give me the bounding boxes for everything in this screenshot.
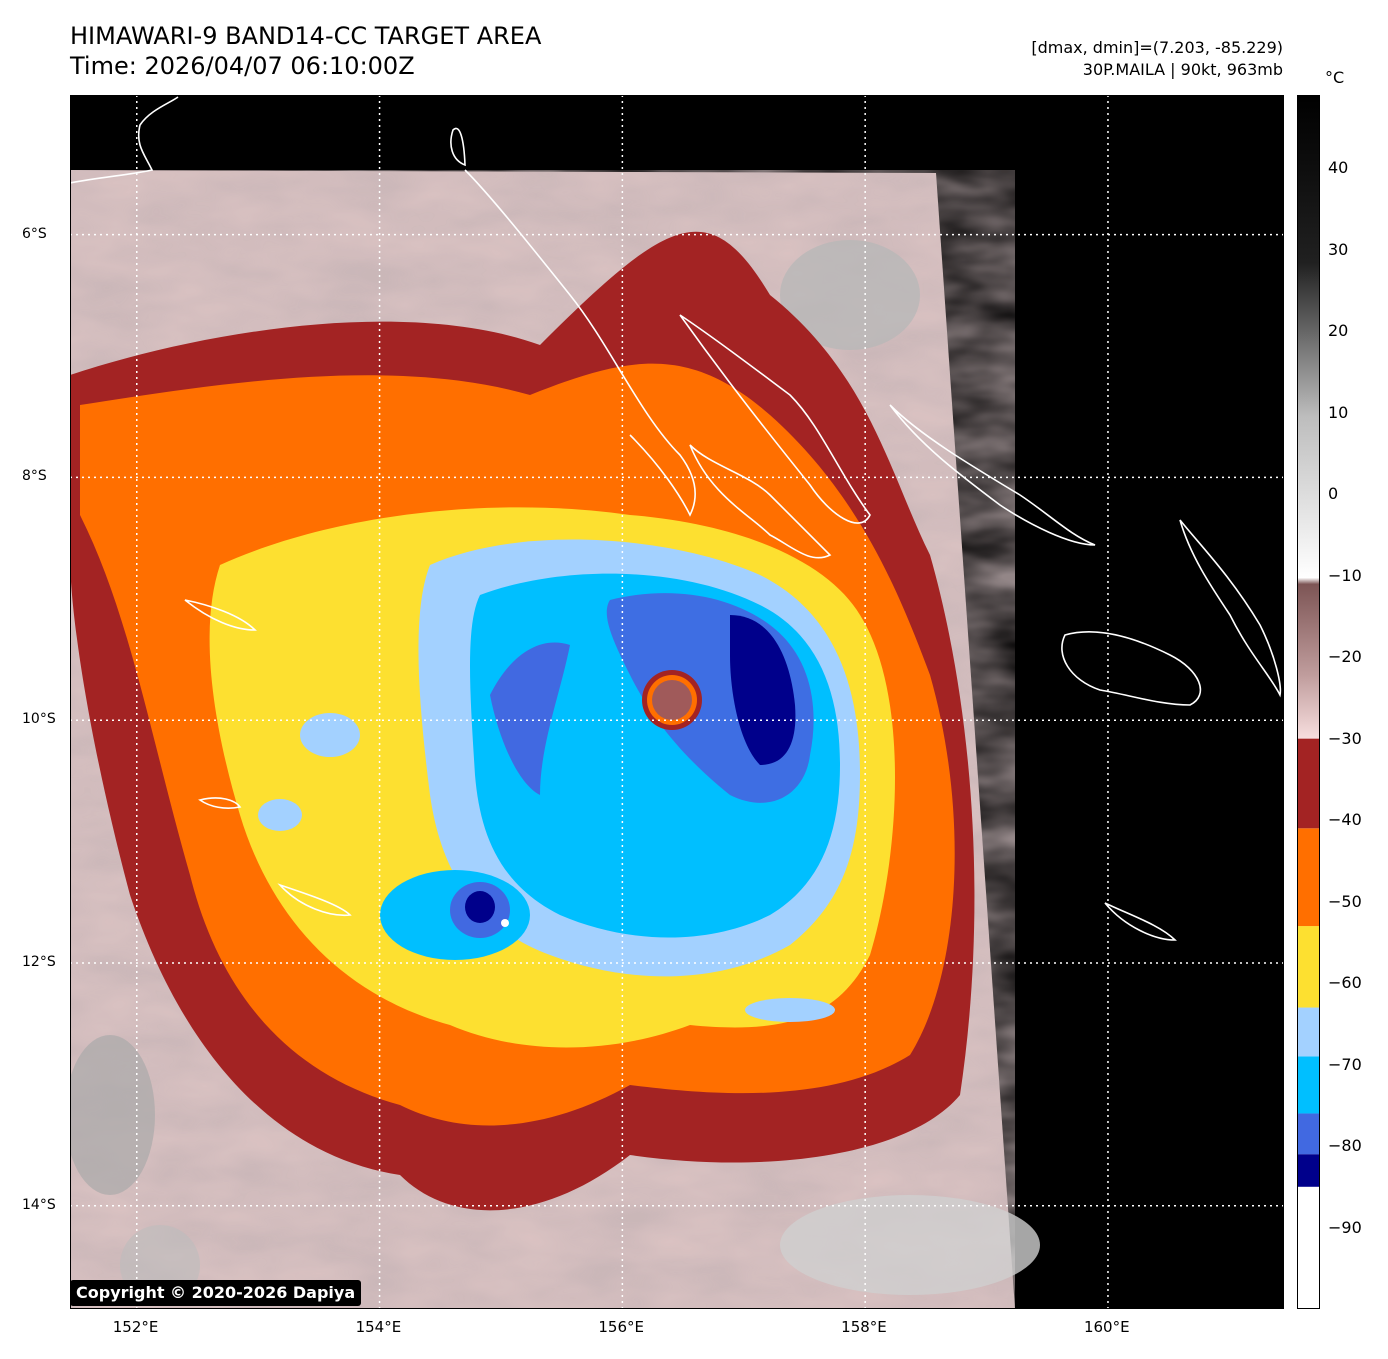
colorbar-segment bbox=[1297, 738, 1320, 829]
rennell-coast bbox=[1104, 902, 1177, 941]
colorbar-tick-label: −10 bbox=[1328, 565, 1362, 585]
colorbar-unit: °C bbox=[1325, 68, 1345, 87]
colorbar-segment bbox=[1297, 1113, 1320, 1155]
colorbar-tick-label: 0 bbox=[1328, 484, 1339, 504]
woodlark-coast bbox=[184, 599, 257, 631]
colorbar-segment bbox=[1297, 1154, 1320, 1187]
lon-label: 152°E bbox=[112, 1318, 159, 1336]
colorbar-segment bbox=[1297, 1056, 1320, 1114]
lat-label: 12°S bbox=[22, 954, 56, 970]
lon-label: 158°E bbox=[841, 1318, 887, 1336]
colorbar-segment bbox=[1297, 1186, 1320, 1309]
colorbar-tick-label: −90 bbox=[1328, 1217, 1362, 1237]
lon-label: 154°E bbox=[355, 1318, 402, 1336]
colorbar-tick-label: 20 bbox=[1328, 321, 1349, 341]
rossel-coast bbox=[277, 883, 352, 917]
colorbar bbox=[1297, 95, 1320, 1309]
colorbar-tick-label: 10 bbox=[1328, 402, 1349, 422]
colorbar-tick-label: −30 bbox=[1328, 728, 1362, 748]
colorbar-tick-label: −70 bbox=[1328, 1054, 1362, 1074]
colorbar-tick-label: −80 bbox=[1328, 1136, 1362, 1156]
choiseul-coast bbox=[679, 314, 871, 524]
lat-label: 6°S bbox=[22, 225, 47, 242]
colorbar-tick-label: −20 bbox=[1328, 647, 1362, 667]
bougainville-coast bbox=[464, 169, 696, 517]
misima-coast bbox=[198, 797, 242, 809]
lat-label: 14°S bbox=[22, 1196, 56, 1213]
guadalcanal-coast bbox=[1061, 631, 1202, 706]
coastlines bbox=[70, 96, 1282, 941]
colorbar-tick-label: −50 bbox=[1328, 891, 1362, 911]
colorbar-segment bbox=[1297, 1007, 1320, 1057]
cloud-field bbox=[70, 170, 1040, 1309]
figure-time: Time: 2026/04/07 06:10:00Z bbox=[70, 52, 415, 80]
new-georgia-coast bbox=[689, 444, 832, 559]
lat-label: 10°S bbox=[22, 711, 56, 728]
bougainville-north-coast bbox=[450, 127, 466, 167]
colorbar-tick-label: −40 bbox=[1328, 810, 1362, 830]
new-britain-coast bbox=[70, 96, 179, 184]
figure-title: HIMAWARI-9 BAND14-CC TARGET AREA bbox=[70, 22, 542, 50]
copyright-label: Copyright © 2020-2026 Dapiya bbox=[70, 1280, 362, 1306]
lat-label: 8°S bbox=[22, 468, 47, 485]
santa-isabel-coast bbox=[889, 404, 1096, 546]
storm-info: 30P.MAILA | 90kt, 963mb bbox=[1082, 60, 1283, 79]
colorbar-warm-segment bbox=[1297, 95, 1320, 739]
colorbar-tick-label: 30 bbox=[1328, 239, 1349, 259]
colorbar-tick-label: 40 bbox=[1328, 158, 1349, 178]
dmax-dmin-readout: [dmax, dmin]=(7.203, -85.229) bbox=[1031, 38, 1283, 57]
colorbar-tick-label: −60 bbox=[1328, 973, 1362, 993]
colorbar-frame bbox=[1297, 95, 1320, 1309]
colorbar-segment bbox=[1297, 828, 1320, 927]
colorbar-segment bbox=[1297, 926, 1320, 1008]
malaita-coast bbox=[1179, 519, 1282, 698]
lon-label: 160°E bbox=[1083, 1318, 1130, 1336]
map-frame bbox=[70, 95, 1284, 1309]
lon-label: 156°E bbox=[598, 1318, 644, 1336]
satellite-map bbox=[70, 95, 1284, 1309]
gridlines bbox=[70, 95, 1284, 1309]
